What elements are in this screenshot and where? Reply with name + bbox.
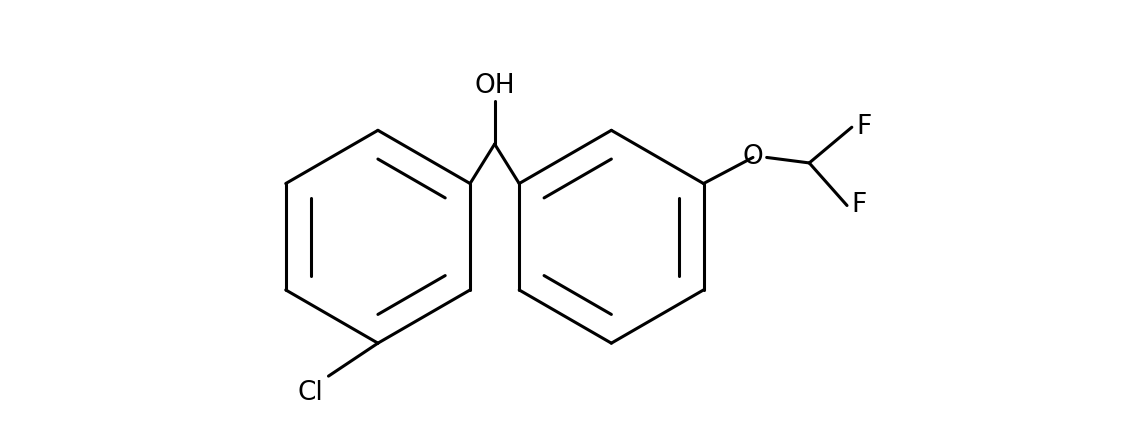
Text: Cl: Cl — [297, 380, 323, 406]
Text: F: F — [856, 114, 872, 140]
Text: O: O — [743, 144, 763, 170]
Text: F: F — [851, 193, 868, 219]
Text: OH: OH — [474, 73, 515, 99]
